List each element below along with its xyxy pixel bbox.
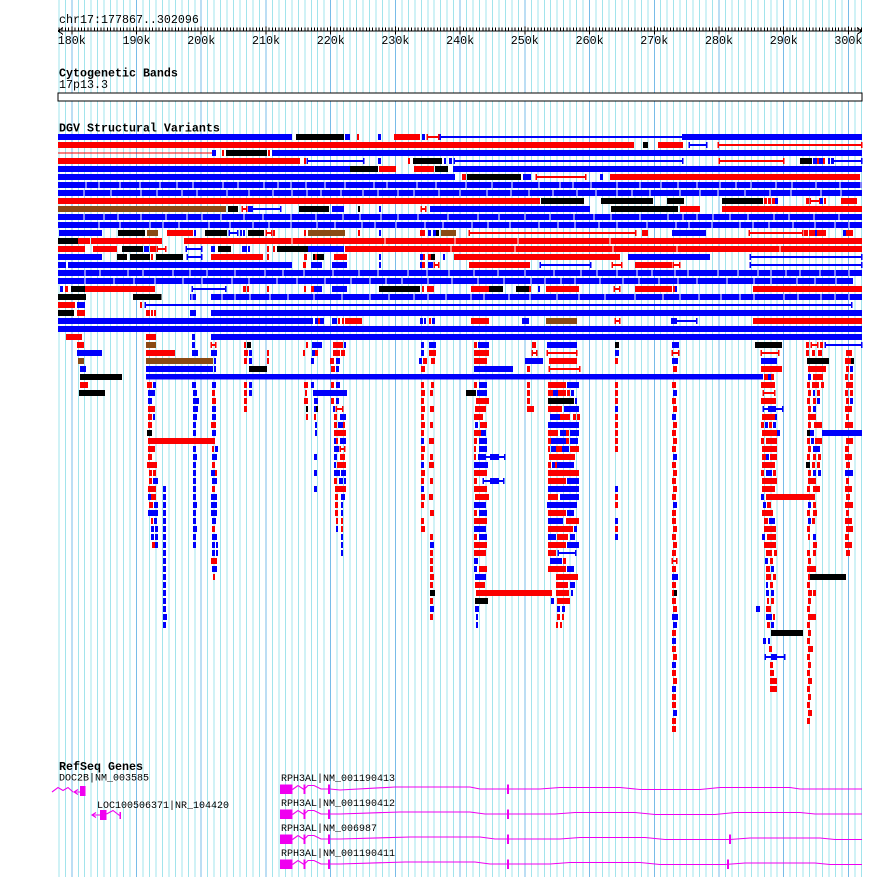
svg-text:240k: 240k	[446, 34, 474, 48]
svg-text:250k: 250k	[511, 34, 539, 48]
svg-text:290k: 290k	[770, 34, 798, 48]
svg-text:210k: 210k	[252, 34, 280, 48]
svg-text:300k: 300k	[834, 34, 862, 48]
svg-text:180k: 180k	[58, 34, 86, 48]
svg-text:LOC100506371|NR_104420: LOC100506371|NR_104420	[97, 800, 229, 812]
svg-text:200k: 200k	[187, 34, 215, 48]
svg-text:260k: 260k	[576, 34, 604, 48]
svg-text:17p13.3: 17p13.3	[59, 78, 108, 92]
svg-text:DGV Structural Variants: DGV Structural Variants	[59, 122, 220, 136]
svg-text:RPH3AL|NM_006987: RPH3AL|NM_006987	[281, 823, 377, 835]
svg-text:DOC2B|NM_003585: DOC2B|NM_003585	[59, 773, 149, 785]
svg-text:Cytogenetic Bands: Cytogenetic Bands	[59, 67, 178, 81]
svg-text:chr17:177867..302096: chr17:177867..302096	[59, 13, 199, 27]
svg-text:RPH3AL|NM_001190411: RPH3AL|NM_001190411	[281, 848, 395, 860]
svg-text:RefSeq Genes: RefSeq Genes	[59, 760, 143, 774]
svg-text:270k: 270k	[640, 34, 668, 48]
svg-text:220k: 220k	[317, 34, 345, 48]
svg-text:230k: 230k	[381, 34, 409, 48]
svg-text:RPH3AL|NM_001190412: RPH3AL|NM_001190412	[281, 798, 395, 810]
svg-text:RPH3AL|NM_001190413: RPH3AL|NM_001190413	[281, 773, 395, 785]
svg-text:280k: 280k	[705, 34, 733, 48]
svg-text:190k: 190k	[123, 34, 151, 48]
